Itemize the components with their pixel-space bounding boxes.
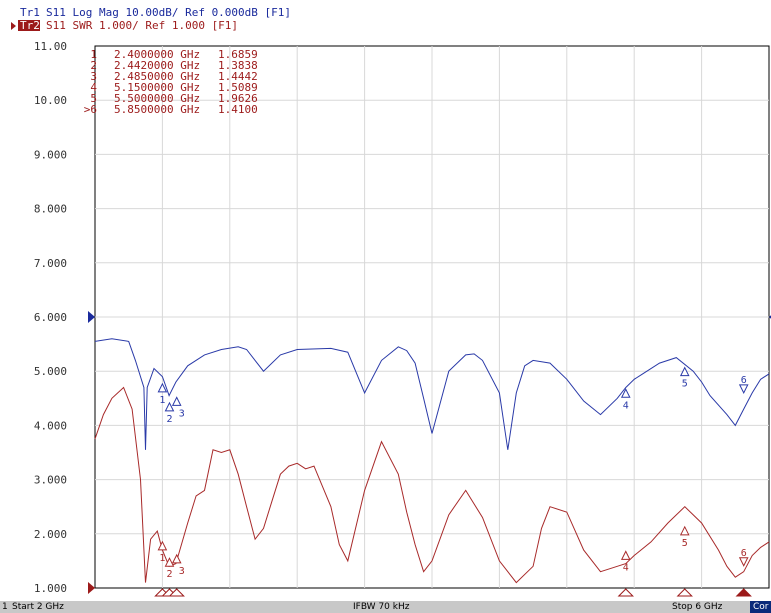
marker-row-id: >6	[84, 103, 97, 116]
y-tick-label: 11.00	[34, 40, 67, 53]
start-frequency[interactable]: Start 2 GHz	[12, 602, 64, 612]
ifbw-label[interactable]: IFBW 70 kHz	[353, 602, 410, 612]
marker-5-axis-icon	[676, 588, 693, 597]
trace-tr1-line	[94, 338, 770, 450]
active-trace-arrow-icon	[11, 22, 16, 30]
marker-4-tr1-icon	[620, 388, 631, 398]
marker-row-frequency: 5.8500000 GHz	[114, 103, 200, 116]
marker-row-frequency: 2.4850000 GHz	[114, 70, 200, 83]
marker-2-tr1-label: 2	[166, 414, 172, 425]
marker-2-tr2-icon	[164, 557, 175, 567]
marker-row-value: 1.3838	[218, 59, 258, 72]
trace2-header[interactable]: Tr2 S11 SWR 1.000/ Ref 1.000 [F1]	[11, 19, 238, 32]
marker-3-axis-icon	[168, 588, 185, 597]
marker-6-axis-icon	[735, 588, 752, 597]
channel-number[interactable]: 1	[2, 602, 8, 612]
marker-1-tr1-icon	[157, 382, 168, 393]
marker-table: 1 2.4000000 GHz 1.6859 2 2.4420000 GHz 1.3838…	[84, 48, 258, 116]
y-tick-label: 9.000	[34, 148, 67, 161]
trace1-header[interactable]: Tr1 S11 Log Mag 10.00dB/ Ref 0.000dB [F1…	[20, 6, 291, 19]
y-tick-label: 6.000	[34, 311, 67, 324]
status-bar: 1 Start 2 GHz IFBW 70 kHz Stop 6 GHz Cor	[0, 601, 771, 613]
marker-row-frequency: 2.4000000 GHz	[114, 48, 200, 61]
marker-2-tr2-label: 2	[166, 569, 172, 580]
marker-6-tr2-label: 6	[741, 548, 747, 559]
marker-5-tr1-icon	[679, 366, 690, 377]
marker-row-frequency: 2.4420000 GHz	[114, 59, 200, 72]
marker-row-id: 5	[90, 92, 97, 105]
marker-3-tr1-label: 3	[179, 408, 185, 419]
stop-frequency[interactable]: Stop 6 GHz	[672, 602, 723, 612]
marker-row-value: 1.4442	[218, 70, 258, 83]
y-tick-label: 10.00	[34, 94, 67, 107]
plot-area[interactable]: 11.00 10.00 9.000 8.000 7.000 6.000 5.000 4.000…	[34, 40, 771, 597]
marker-6-tr2-icon	[738, 557, 749, 567]
marker-5-tr2-label: 5	[682, 538, 688, 549]
y-tick-label: 1.000	[34, 582, 67, 595]
trace2-tag: Tr2	[20, 19, 40, 32]
y-tick-label: 5.000	[34, 365, 67, 378]
marker-6-tr1-label: 6	[741, 375, 747, 386]
marker-1-tr1-label: 1	[159, 395, 165, 406]
ref-marker-tr2-icon	[88, 582, 95, 594]
y-axis: 11.00 10.00 9.000 8.000 7.000 6.000 5.000 4.000…	[34, 40, 67, 595]
y-tick-label: 3.000	[34, 474, 67, 487]
trace1-settings: S11 Log Mag 10.00dB/ Ref 0.000dB [F1]	[46, 6, 291, 19]
marker-row-value: 1.4100	[218, 103, 258, 116]
marker-row-id: 4	[90, 81, 97, 94]
marker-2-tr1-icon	[164, 401, 175, 412]
marker-row-value: 1.6859	[218, 48, 258, 61]
marker-row-frequency: 5.5000000 GHz	[114, 92, 200, 105]
marker-6-tr1-icon	[738, 384, 749, 394]
marker-row-frequency: 5.1500000 GHz	[114, 81, 200, 94]
marker-3-tr2-label: 3	[179, 566, 185, 577]
marker-5-tr1-label: 5	[682, 379, 688, 390]
y-tick-label: 4.000	[34, 419, 67, 432]
trace2-tag-highlight	[18, 20, 40, 31]
marker-row-value: 1.5089	[218, 81, 258, 94]
y-tick-label: 2.000	[34, 528, 67, 541]
ref-marker-tr1-left-icon	[88, 311, 95, 323]
marker-4-tr1-label: 4	[623, 400, 629, 411]
marker-3-tr1-icon	[171, 396, 182, 406]
marker-4-tr2-label: 4	[623, 562, 629, 573]
y-tick-label: 8.000	[34, 203, 67, 216]
marker-row-value: 1.9626	[218, 92, 258, 105]
marker-3-tr2-icon	[171, 553, 182, 564]
marker-row-id: 1	[90, 48, 97, 61]
marker-4-tr2-icon	[620, 550, 631, 560]
correction-badge[interactable]: Cor	[750, 601, 771, 613]
marker-4-axis-icon	[617, 588, 634, 597]
marker-1-tr2-label: 1	[159, 553, 165, 564]
marker-row-id: 3	[90, 70, 97, 83]
y-tick-label: 7.000	[34, 257, 67, 270]
marker-row-id: 2	[90, 59, 97, 72]
trace1-tag: Tr1	[20, 6, 40, 19]
marker-5-tr2-icon	[679, 525, 690, 536]
grid	[95, 46, 769, 588]
marker-1-tr2-icon	[157, 540, 168, 551]
trace2-settings: S11 SWR 1.000/ Ref 1.000 [F1]	[46, 19, 238, 32]
